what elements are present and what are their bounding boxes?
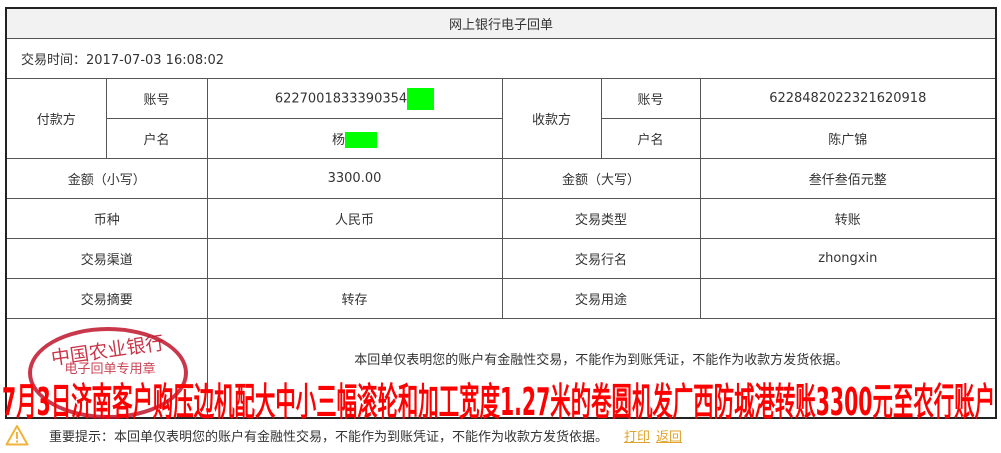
- payee-name: 陈广锦: [699, 118, 997, 159]
- redaction-mask: [407, 87, 435, 110]
- warning-icon: [5, 425, 29, 446]
- payer-name-cell: 杨: [206, 118, 503, 159]
- receipt-table: 网上银行电子回单 交易时间：2017-07-03 16:08:02 付款方 账号…: [5, 7, 998, 419]
- bank-stamp: [28, 327, 188, 419]
- payee-account-label: 账号: [600, 78, 701, 119]
- notice: 本回单仅表明您的账户有金融性交易，不能作为到账凭证，不能作为收款方发货依据。: [206, 318, 997, 419]
- back-link[interactable]: 返回: [656, 429, 683, 445]
- bank-name: zhongxin: [699, 238, 997, 279]
- footer-tip: 重要提示：本回单仅表明您的账户有金融性交易，不能作为到账凭证，不能作为收款方发货…: [49, 429, 609, 445]
- amount-large-label: 金额（大写）: [501, 158, 701, 199]
- payer-name-label: 户名: [105, 118, 208, 159]
- amount-small: 3300.00: [206, 158, 503, 199]
- transaction-type: 转账: [699, 198, 997, 239]
- payer-account: 6227001833390354: [274, 91, 408, 106]
- footer: 重要提示：本回单仅表明您的账户有金融性交易，不能作为到账凭证，不能作为收款方发货…: [5, 423, 682, 447]
- stamp-text-bottom: 电子回单专用章: [64, 362, 156, 377]
- bank-name-label: 交易行名: [501, 238, 701, 279]
- channel-label: 交易渠道: [5, 238, 208, 279]
- payer-account-label: 账号: [105, 78, 208, 119]
- payer-name: 杨: [331, 132, 345, 148]
- transaction-time: 交易时间：2017-07-03 16:08:02: [5, 38, 997, 79]
- amount-large: 叁仟叁佰元整: [699, 158, 997, 199]
- payee-name-label: 户名: [600, 118, 701, 159]
- currency-label: 币种: [5, 198, 208, 239]
- summary: 转存: [206, 278, 503, 319]
- currency: 人民币: [206, 198, 503, 239]
- amount-small-label: 金额（小写）: [5, 158, 208, 199]
- redaction-mask: [345, 132, 377, 149]
- transaction-type-label: 交易类型: [501, 198, 701, 239]
- payer-account-cell: 6227001833390354: [206, 78, 503, 119]
- payee-label: 收款方: [501, 78, 602, 159]
- summary-label: 交易摘要: [5, 278, 208, 319]
- purpose: [699, 278, 997, 319]
- print-link[interactable]: 打印: [624, 429, 651, 445]
- overlay-caption: 7月3日济南客户购压边机配大中小三幅滚轮和加工宽度1.27米的卷圆机发广西防城港…: [2, 380, 995, 422]
- overlay-caption-svg: 7月3日济南客户购压边机配大中小三幅滚轮和加工宽度1.27米的卷圆机发广西防城港…: [2, 380, 995, 422]
- receipt-title: 网上银行电子回单: [5, 7, 997, 39]
- payee-account: 6228482022321620918: [699, 78, 997, 119]
- channel: [206, 238, 503, 279]
- purpose-label: 交易用途: [501, 278, 701, 319]
- payer-label: 付款方: [5, 78, 107, 159]
